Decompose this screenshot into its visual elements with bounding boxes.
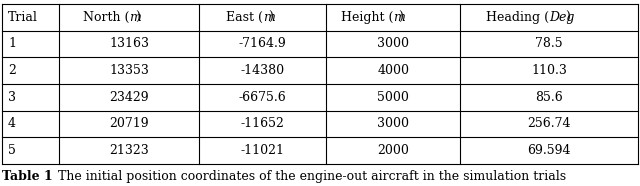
Text: -11652: -11652 bbox=[241, 118, 285, 131]
Text: m: m bbox=[129, 11, 141, 24]
Text: ): ) bbox=[134, 11, 140, 24]
Text: ): ) bbox=[566, 11, 570, 24]
Text: 78.5: 78.5 bbox=[535, 38, 563, 51]
Text: 4000: 4000 bbox=[377, 64, 409, 77]
Text: 5: 5 bbox=[8, 144, 16, 157]
Text: ): ) bbox=[268, 11, 273, 24]
Text: 85.6: 85.6 bbox=[535, 91, 563, 104]
Text: 2000: 2000 bbox=[377, 144, 409, 157]
Text: m: m bbox=[263, 11, 275, 24]
Text: 256.74: 256.74 bbox=[527, 118, 571, 131]
Text: 4: 4 bbox=[8, 118, 16, 131]
Text: 13163: 13163 bbox=[109, 38, 149, 51]
Text: Height (: Height ( bbox=[340, 11, 393, 24]
Text: -14380: -14380 bbox=[241, 64, 285, 77]
Text: ): ) bbox=[399, 11, 403, 24]
Text: Heading (: Heading ( bbox=[486, 11, 549, 24]
Text: Deg: Deg bbox=[549, 11, 574, 24]
Text: North (: North ( bbox=[83, 11, 129, 24]
Text: 3000: 3000 bbox=[377, 38, 409, 51]
Text: 1: 1 bbox=[8, 38, 16, 51]
Text: 23429: 23429 bbox=[109, 91, 149, 104]
Text: -6675.6: -6675.6 bbox=[239, 91, 287, 104]
Text: Table 1: Table 1 bbox=[2, 170, 52, 183]
Text: 110.3: 110.3 bbox=[531, 64, 567, 77]
Text: -11021: -11021 bbox=[241, 144, 285, 157]
Text: 2: 2 bbox=[8, 64, 16, 77]
Text: Trial: Trial bbox=[8, 11, 38, 24]
Text: 3000: 3000 bbox=[377, 118, 409, 131]
Text: 5000: 5000 bbox=[377, 91, 409, 104]
Text: 3: 3 bbox=[8, 91, 16, 104]
Text: 69.594: 69.594 bbox=[527, 144, 571, 157]
Text: The initial position coordinates of the engine-out aircraft in the simulation tr: The initial position coordinates of the … bbox=[46, 170, 566, 183]
Text: m: m bbox=[393, 11, 405, 24]
Text: 20719: 20719 bbox=[109, 118, 149, 131]
Text: 13353: 13353 bbox=[109, 64, 149, 77]
Text: East (: East ( bbox=[226, 11, 263, 24]
Text: 21323: 21323 bbox=[109, 144, 149, 157]
Text: -7164.9: -7164.9 bbox=[239, 38, 287, 51]
